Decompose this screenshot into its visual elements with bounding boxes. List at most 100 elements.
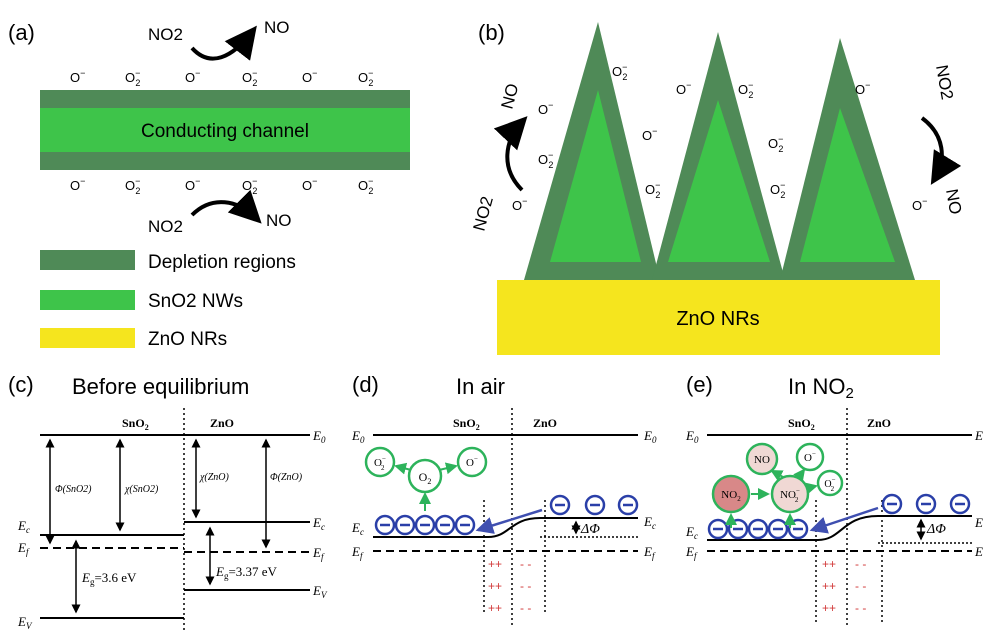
top-no-label: NO (264, 18, 290, 37)
ec-right: E (974, 515, 983, 530)
ec-left: Ec (685, 524, 698, 541)
panel-e-title: In NO2 (788, 374, 854, 402)
e0-left: E0 (685, 428, 699, 445)
space-charge: ++ ++ ++ - - - - - - (822, 557, 866, 615)
svg-text:O−2: O− 2 (612, 62, 627, 82)
ef-left: Ef (351, 544, 364, 561)
green-arrow (394, 462, 412, 475)
ef-right: Ef (643, 544, 656, 561)
svg-text:O−: O− (912, 196, 927, 213)
legend-swatch-zno (40, 328, 135, 348)
nanowire-core (550, 90, 641, 262)
svg-text:- -: - - (855, 601, 866, 615)
right-no-label: NO (942, 187, 965, 215)
electron-transfer-arrow (809, 506, 879, 534)
panel-e-label: (e) (686, 372, 713, 397)
right-reaction-arrow (920, 116, 962, 185)
zno-ec-label: Ec (312, 515, 325, 532)
ion-o2-minus: O− 2 (125, 68, 140, 88)
ev-label: EV (17, 614, 33, 631)
svg-text:O−2: O− 2 (768, 134, 783, 154)
ion-o-minus: O− (185, 176, 200, 193)
panel-d-title: In air (456, 374, 505, 399)
ec-left: Ec (351, 520, 364, 537)
panel-e: (e) In NO2 SnO2 ZnO E0 E Ec Ef E E ΔΦ ++… (685, 372, 983, 628)
right-no2-label: NO2 (932, 63, 957, 101)
electron-icon (414, 514, 436, 536)
panel-d-label: (d) (352, 372, 379, 397)
ef-label: Ef (17, 540, 30, 557)
svg-text:++: ++ (822, 557, 836, 571)
top-ion-row: O− O− 2 O− O− 2 O− O− 2 (70, 68, 373, 88)
svg-text:O−2: O− 2 (770, 180, 785, 200)
panel-c-label: (c) (8, 372, 34, 397)
svg-text:- -: - - (520, 579, 531, 593)
o-minus-ion (456, 446, 488, 478)
panel-b-ions: O− 2 O− O− 2 O− O− O− 2 O− 2 O− 2 O− 2 O− O− O… (512, 62, 927, 213)
bottom-no2-label: NO2 (148, 217, 183, 236)
space-charge: ++ ++ ++ - - - - - - (488, 557, 531, 615)
e0-left: E0 (351, 428, 365, 445)
sno2-header: SnO2 (788, 416, 815, 432)
electron-icon (434, 514, 456, 536)
electron-icon (915, 493, 937, 515)
zno-header: ZnO (867, 416, 891, 430)
o2-minus-label: O− 2 (374, 455, 386, 472)
svg-text:++: ++ (488, 601, 502, 615)
nanowire-core (800, 108, 895, 262)
no-label: NO (754, 454, 770, 466)
sno2-header: SnO2 (453, 416, 480, 432)
phi-zno-label: Φ(ZnO) (270, 472, 303, 483)
ef-left: Ef (685, 544, 698, 561)
electron-transfer-arrow (475, 508, 543, 534)
o2-minus-ion (816, 469, 844, 497)
o2-minus-label: O− 2 (824, 476, 835, 493)
top-reaction-arrow (190, 25, 257, 61)
no2-label: NO2 (721, 489, 741, 503)
zno-header: ZnO (210, 416, 234, 430)
o2-minus-ion (364, 446, 396, 478)
svg-text:O−2: O− 2 (538, 150, 553, 170)
ion-o2-minus: O− 2 (242, 176, 257, 196)
legend-swatch-sno2 (40, 290, 135, 310)
no2-molecule (711, 474, 751, 514)
green-arrow (770, 470, 784, 482)
svg-text:O−: O− (855, 80, 870, 97)
svg-text:O−2: O− 2 (738, 80, 753, 100)
panel-d: (d) In air SnO2 ZnO E0 E0 Ec Ef Ec Ef ΔΦ… (351, 372, 657, 628)
panel-a: (a) NO2 NO O− O− 2 O− O− 2 O− O− 2 Conducti… (8, 18, 410, 350)
sno2-header: SnO2 (122, 416, 149, 432)
eg-zno-label: Eg=3.37 eV (215, 564, 278, 581)
electron-row (374, 494, 639, 536)
electron-icon (584, 494, 606, 516)
svg-text:O−: O− (676, 80, 691, 97)
panel-c-title: Before equilibrium (72, 374, 249, 399)
electron-icon (707, 518, 729, 540)
ion-o2-minus: O− 2 (242, 68, 257, 88)
e0-right: E0 (643, 428, 657, 445)
svg-text:O−: O− (538, 100, 553, 117)
electron-icon (881, 493, 903, 515)
bottom-ion-row: O− O− 2 O− O− 2 O− O− 2 (70, 176, 373, 196)
conduction-band (373, 517, 638, 538)
electron-icon (747, 518, 769, 540)
eg-sno2-label: Eg=3.6 eV (81, 570, 137, 587)
chi-sno2-label: χ(SnO2) (124, 484, 159, 495)
zno-substrate (497, 280, 940, 355)
delta-phi-label: ΔΦ (580, 522, 600, 537)
panel-b-label: (b) (478, 20, 505, 45)
zno-ev-label: EV (312, 583, 328, 600)
ion-o2-minus: O− 2 (125, 176, 140, 196)
svg-text:++: ++ (822, 579, 836, 593)
o-minus-label: O− (466, 455, 478, 469)
e0-label: E0 (312, 428, 326, 445)
phi-sno2-label: Φ(SnO2) (55, 484, 92, 495)
ion-o-minus: O− (302, 68, 317, 85)
svg-text:- -: - - (520, 557, 531, 571)
left-no-label: NO (498, 81, 523, 111)
svg-text:++: ++ (488, 557, 502, 571)
ion-o-minus: O− (70, 176, 85, 193)
ion-o-minus: O− (70, 68, 85, 85)
top-no2-label: NO2 (148, 25, 183, 44)
ion-o2-minus: O− 2 (358, 176, 373, 196)
